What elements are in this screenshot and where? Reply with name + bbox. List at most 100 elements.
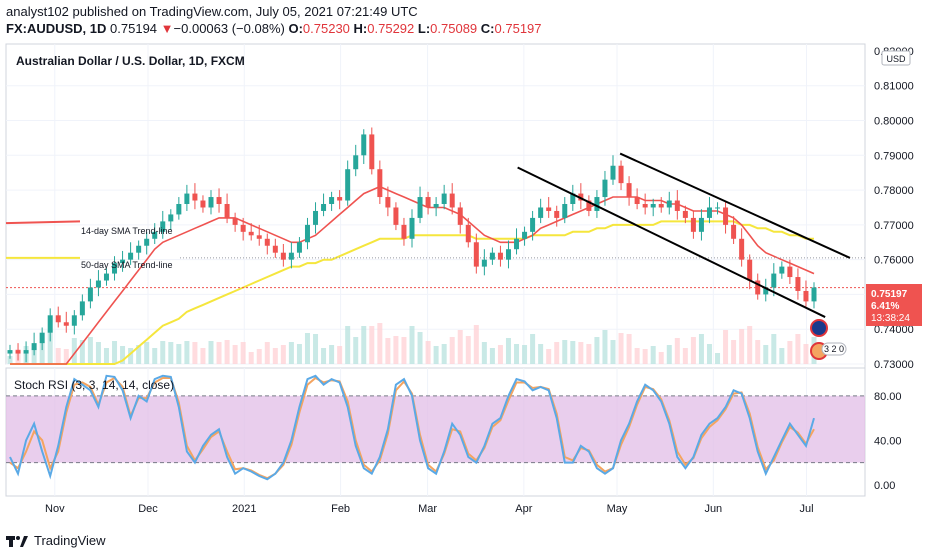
volume-bar [136, 345, 142, 364]
volume-bar [71, 338, 77, 364]
volume-bar [594, 337, 600, 364]
candle-body [433, 204, 439, 208]
candle-body [272, 245, 278, 253]
chart-canvas[interactable]: NovDec2021FebMarAprMayJunJul0.820000.810… [0, 0, 934, 530]
volume-bar [168, 342, 174, 364]
candle-body [71, 315, 77, 326]
volume-bar [288, 342, 294, 364]
volume-bar [787, 341, 793, 364]
candle-body [377, 169, 383, 198]
volume-bar [321, 348, 327, 364]
y-tick-label: 0.81000 [874, 81, 914, 93]
y-tick-label: 0.76000 [874, 255, 914, 267]
volume-bar [514, 344, 520, 364]
volume-bar [120, 346, 126, 364]
footer-brand: TradingView [34, 533, 106, 548]
candle-body [666, 200, 672, 208]
x-tick-label: 2021 [232, 503, 256, 515]
volume-bar [530, 334, 536, 364]
candle-body [739, 238, 745, 260]
volume-bar [731, 340, 737, 364]
volume-bar [329, 345, 335, 364]
x-tick-label: May [607, 503, 628, 515]
volume-bar [618, 333, 624, 364]
candle-body [31, 343, 37, 351]
candle-body [337, 197, 343, 201]
candle-body [747, 259, 753, 281]
volume-bar [128, 348, 134, 364]
sma14-annotation: 14-day SMA Trend-line [81, 226, 173, 236]
volume-bar [634, 348, 640, 364]
candle-body [136, 245, 142, 253]
volume-bar [409, 326, 415, 364]
volume-bar [522, 345, 528, 364]
volume-bar [481, 342, 487, 364]
close-label: C: [480, 21, 495, 36]
volume-bar [570, 341, 576, 364]
volume-bar [747, 326, 753, 364]
currency-button[interactable] [881, 50, 911, 66]
volume-bar [538, 344, 544, 364]
volume-bar [763, 345, 769, 364]
candle-body [570, 193, 576, 204]
volume-bar [31, 348, 37, 364]
volume-bar [674, 338, 680, 364]
low-value: 0.75089 [430, 21, 478, 36]
candle-body [369, 134, 375, 170]
candle-body [634, 197, 640, 204]
volume-bar [739, 329, 745, 364]
volume-bar [610, 340, 616, 364]
volume-bar [586, 344, 592, 364]
volume-bar [95, 342, 101, 364]
volume-bar [578, 342, 584, 364]
trend-line [517, 166, 826, 318]
volume-bar [771, 334, 777, 364]
au-flag-icon[interactable] [810, 319, 828, 337]
candle-body [626, 183, 632, 198]
candle-body [401, 224, 407, 239]
volume-bar [176, 344, 182, 364]
volume-bar [55, 348, 61, 364]
x-tick-label: Jun [704, 503, 722, 515]
candle-body [329, 197, 335, 204]
volume-bar [369, 326, 375, 364]
y-tick-label: 0.78000 [874, 185, 914, 197]
candle-body [313, 210, 319, 225]
rsi-y-tick-label: 40.00 [874, 435, 902, 447]
candle-body [120, 259, 126, 264]
candle-body [618, 165, 624, 184]
volume-bar [755, 340, 761, 364]
candle-body [216, 197, 222, 204]
volume-bar [63, 349, 69, 364]
candle-body [674, 200, 680, 211]
event-count-badge[interactable] [821, 342, 847, 356]
events-badges[interactable]: 3 2 0 [810, 319, 847, 360]
volume-bar [47, 330, 53, 364]
y-tick-label: 0.79000 [874, 150, 914, 162]
candle-body [304, 224, 310, 243]
candle-body [795, 277, 801, 291]
volume-bar [690, 337, 696, 364]
candle-body [481, 259, 487, 267]
currency-label: USD [886, 54, 906, 64]
volume-bar [449, 337, 455, 364]
candle-body [441, 193, 447, 204]
volume-bar [240, 342, 246, 364]
symbol-ohlc-line: FX:AUDUSD, 1D 0.75194 ▼−0.00063 (−0.08%)… [6, 21, 542, 36]
candle-body [200, 200, 206, 208]
volume-bar [433, 346, 439, 364]
volume-bar [457, 330, 463, 364]
candle-body [353, 155, 359, 170]
candle-body [586, 200, 592, 211]
high-value: 0.75292 [367, 21, 415, 36]
candle-body [562, 204, 568, 218]
candle-body [232, 217, 238, 225]
price-tag-countdown: 13:38:24 [871, 313, 910, 324]
volume-bar [152, 348, 158, 364]
close-value: 0.75197 [494, 21, 542, 36]
sma50-annotation: 50-day SMA Trend-line [81, 260, 173, 270]
candle-body [650, 204, 656, 208]
volume-bar [803, 344, 809, 364]
candle-body [602, 179, 608, 198]
candle-body [787, 266, 793, 278]
